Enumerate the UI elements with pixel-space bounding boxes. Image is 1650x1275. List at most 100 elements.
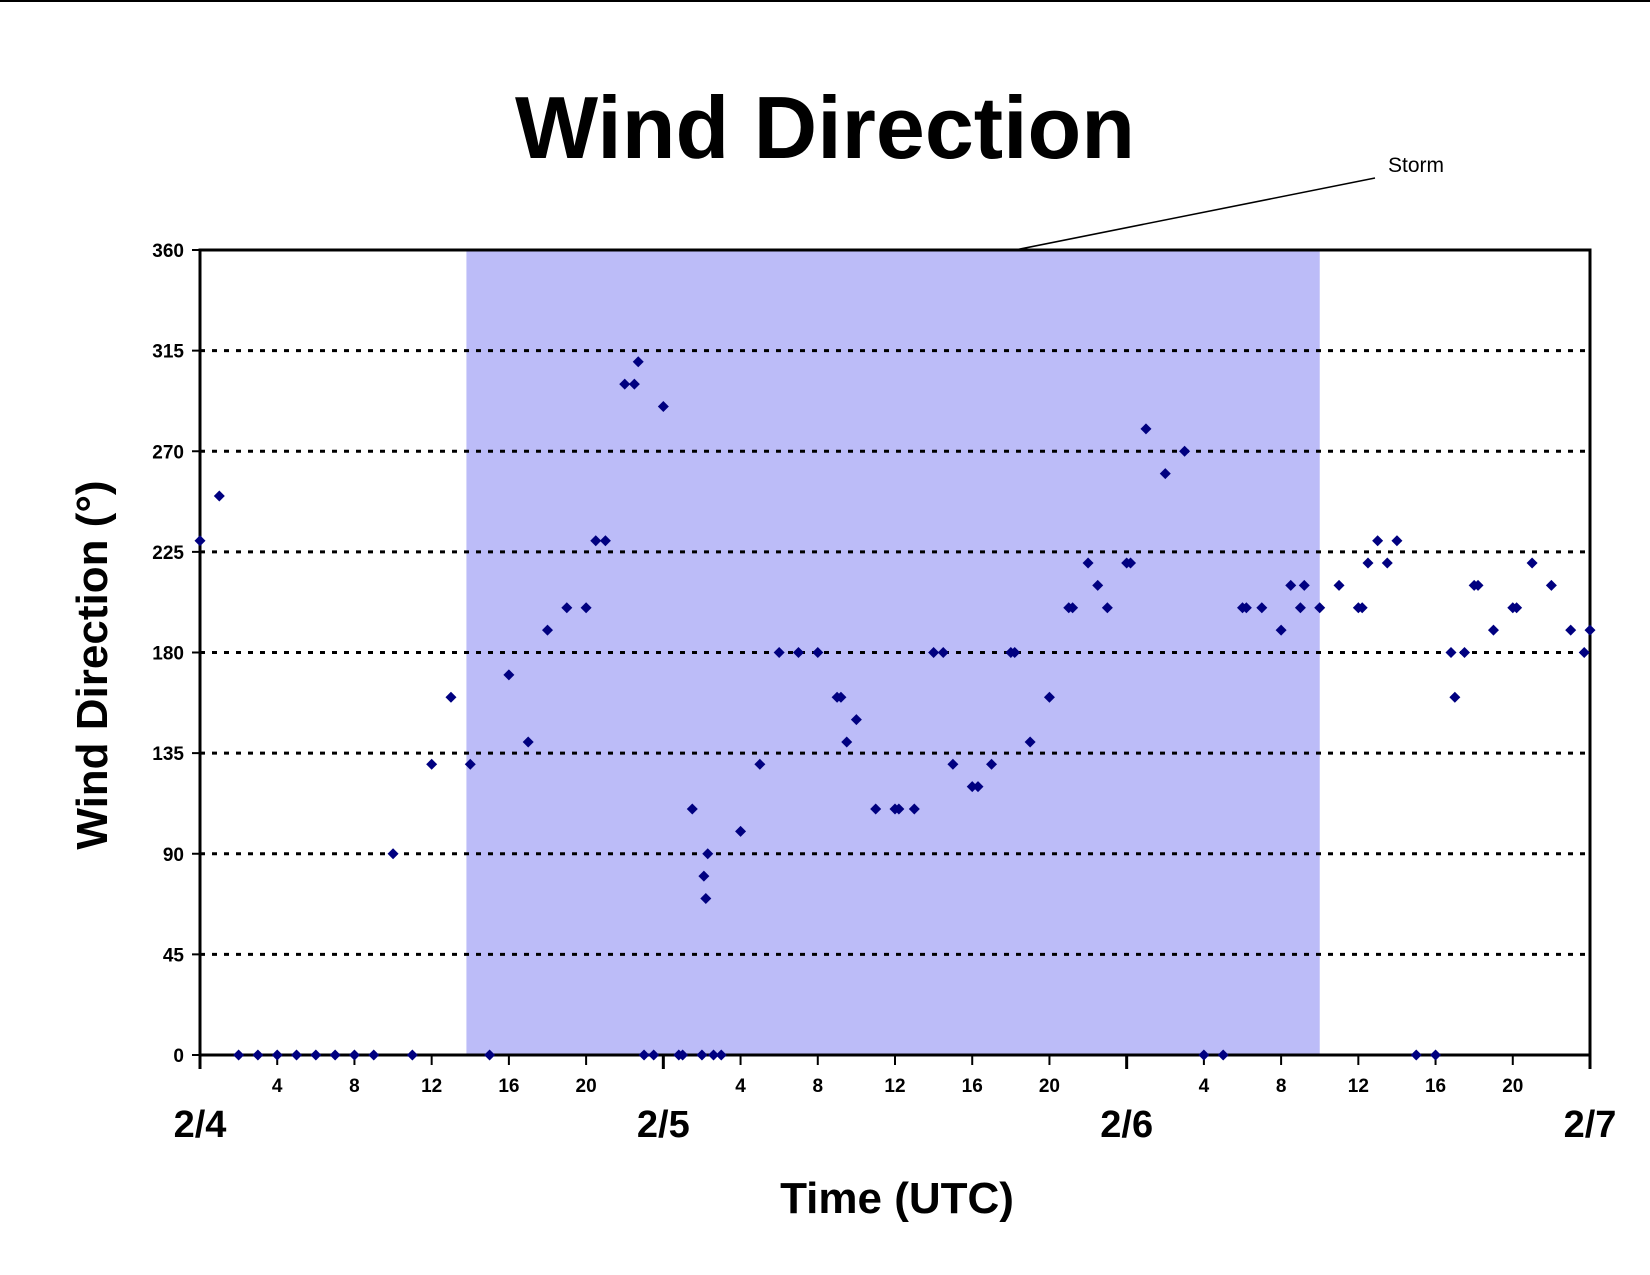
data-point <box>928 647 940 658</box>
data-point <box>972 781 984 793</box>
data-point <box>1198 1049 1210 1061</box>
data-point <box>1092 579 1104 591</box>
data-point <box>754 758 766 770</box>
data-point <box>387 848 399 860</box>
y-tick-label-90: 90 <box>163 845 184 866</box>
data-point <box>1511 602 1523 614</box>
data-point <box>1314 602 1326 614</box>
data-point <box>1381 557 1393 569</box>
data-point <box>893 803 905 815</box>
data-point <box>252 1049 264 1061</box>
data-point <box>1067 602 1079 614</box>
data-point <box>966 781 978 793</box>
data-point <box>1101 602 1113 614</box>
data-point <box>1009 647 1021 658</box>
y-axis-title: Wind Direction (°) <box>68 480 117 849</box>
data-point <box>1391 535 1403 547</box>
data-point <box>213 490 225 502</box>
data-point <box>1578 647 1590 658</box>
data-point <box>1024 736 1036 748</box>
y-tick-label-180: 180 <box>152 644 184 665</box>
data-point <box>812 647 824 658</box>
data-point <box>1294 602 1306 614</box>
y-tick-label-135: 135 <box>152 744 184 765</box>
data-point <box>542 624 553 636</box>
data-point <box>1159 468 1171 480</box>
storm-annotation-leader <box>1014 177 1376 251</box>
data-point <box>194 535 206 547</box>
data-point <box>329 1049 341 1061</box>
y-tick-label-0: 0 <box>173 1046 184 1067</box>
data-point <box>628 378 640 390</box>
data-point <box>1372 535 1384 547</box>
x-tick-label-40: 16 <box>962 1076 983 1097</box>
x-tick-label-28: 4 <box>735 1076 746 1097</box>
data-point <box>1298 579 1310 591</box>
data-point <box>1472 579 1484 591</box>
x-tick-label-44: 20 <box>1039 1076 1060 1097</box>
x-date-label-2: 2/6 <box>1100 1104 1153 1146</box>
x-tick-label-64: 16 <box>1425 1076 1446 1097</box>
data-point <box>937 647 949 658</box>
y-tick-label-45: 45 <box>163 945 185 966</box>
data-point <box>700 892 712 904</box>
data-point <box>1545 579 1557 591</box>
data-point <box>1179 445 1191 457</box>
data-point <box>1430 1049 1442 1061</box>
data-point <box>522 736 534 748</box>
data-point <box>561 602 573 614</box>
data-point <box>735 825 747 837</box>
data-point <box>792 647 804 658</box>
chart-title: Wind Direction <box>515 78 1135 177</box>
data-point <box>484 1049 496 1061</box>
data-point <box>1410 1049 1422 1061</box>
data-point <box>1526 557 1538 569</box>
data-point <box>1356 602 1368 614</box>
data-point <box>638 1049 650 1061</box>
data-point <box>715 1049 727 1061</box>
data-point <box>1217 1049 1229 1061</box>
x-tick-label-8: 8 <box>349 1076 360 1097</box>
data-point <box>1285 579 1297 591</box>
y-tick-label-315: 315 <box>152 342 184 363</box>
data-point <box>233 1049 245 1061</box>
data-point <box>1362 557 1374 569</box>
data-point <box>841 736 853 748</box>
x-tick-label-32: 8 <box>812 1076 823 1097</box>
data-point <box>503 669 515 681</box>
data-point <box>1565 624 1577 636</box>
x-tick-label-16: 16 <box>498 1076 519 1097</box>
data-point <box>1275 624 1287 636</box>
data-point <box>1449 691 1461 703</box>
plot-area: 0 45 90 135 180 225 270 315 360 4 8 12 16 20 4 8 12 16 20 4… <box>152 241 1616 1146</box>
data-point <box>696 1049 708 1061</box>
data-point <box>1043 691 1055 703</box>
data-point <box>986 758 998 770</box>
data-point <box>657 401 669 413</box>
x-tick-label-52: 4 <box>1199 1076 1210 1097</box>
x-tick-label-56: 8 <box>1276 1076 1287 1097</box>
data-point <box>619 378 631 390</box>
data-point <box>773 647 785 658</box>
data-point <box>947 758 959 770</box>
x-date-label-3: 2/7 <box>1564 1104 1617 1146</box>
data-point <box>310 1049 322 1061</box>
y-tick-label-225: 225 <box>152 543 184 564</box>
x-date-label-1: 2/5 <box>637 1104 690 1146</box>
page-top-rule <box>0 0 1650 2</box>
data-point <box>632 356 644 368</box>
x-tick-label-68: 20 <box>1502 1076 1523 1097</box>
data-point <box>406 1049 418 1061</box>
data-point <box>1445 647 1457 658</box>
data-point <box>708 1049 720 1061</box>
data-point <box>698 870 710 882</box>
data-point <box>1256 602 1268 614</box>
data-point <box>1125 557 1137 569</box>
data-point <box>1584 624 1596 636</box>
data-point <box>686 803 698 815</box>
data-point <box>908 803 920 815</box>
data-point <box>599 535 611 547</box>
data-point <box>271 1049 283 1061</box>
data-point <box>648 1049 660 1061</box>
data-point <box>464 758 476 770</box>
